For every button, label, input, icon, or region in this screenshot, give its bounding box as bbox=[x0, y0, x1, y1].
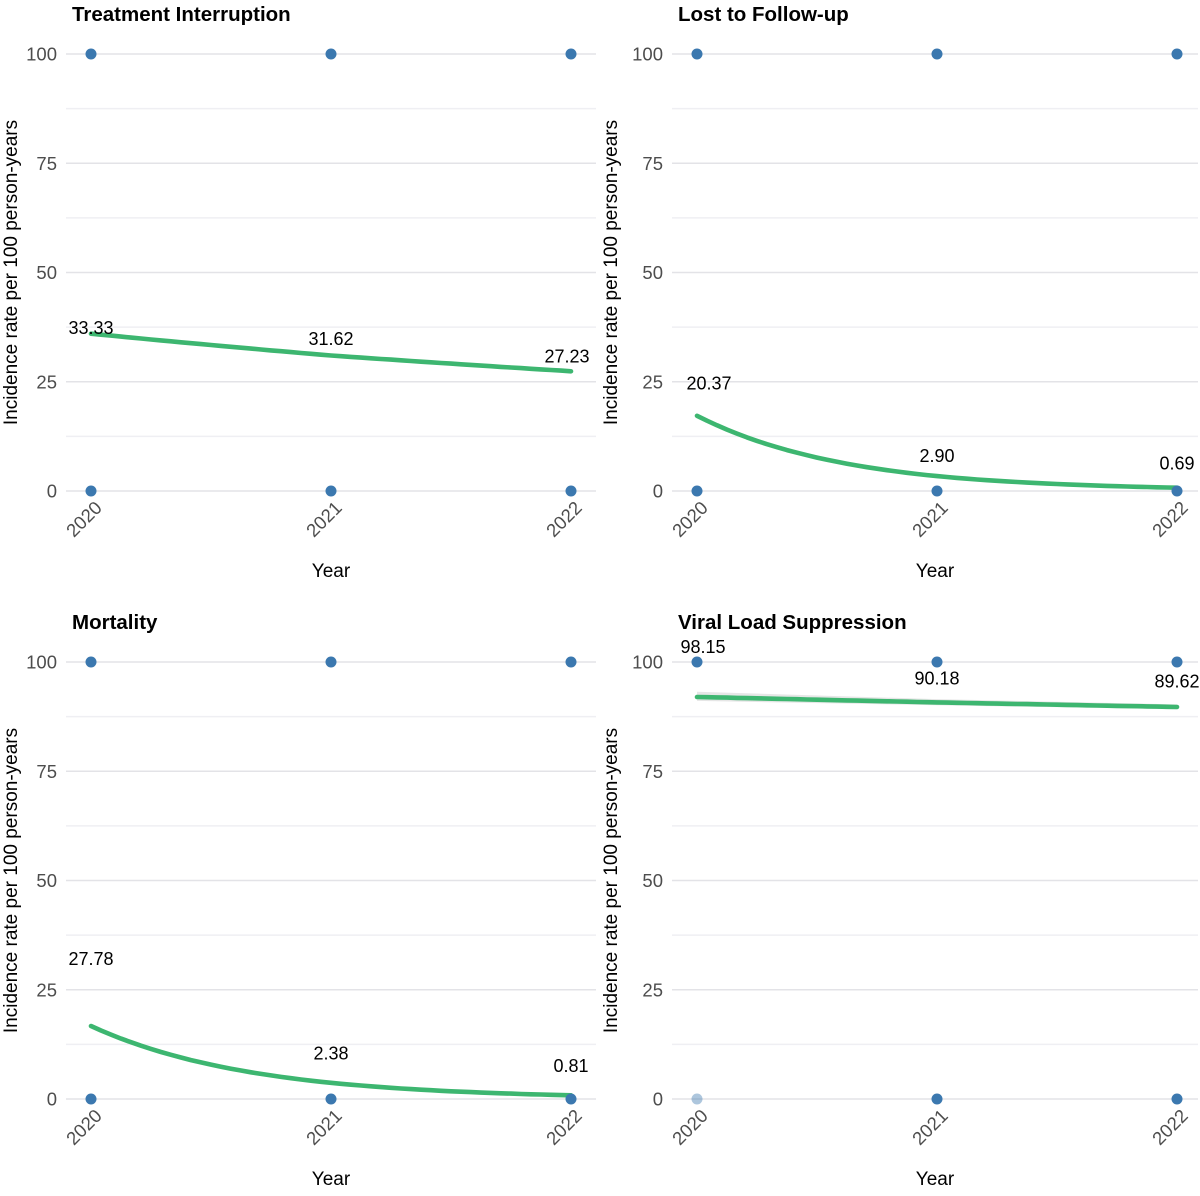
data-point bbox=[1171, 485, 1183, 497]
x-axis-title: Year bbox=[312, 1169, 351, 1190]
smooth-trend-line bbox=[694, 694, 1180, 710]
y-axis-title: Incidence rate per 100 person-years bbox=[601, 120, 622, 425]
chart-lost-to-follow-up: 20.37 2.90 0.69 0 25 50 75 100 2020 2021 2022 Incid… bbox=[601, 3, 1198, 582]
y-axis-tick-label: 100 bbox=[26, 652, 57, 673]
y-axis-tick-label: 75 bbox=[36, 761, 57, 782]
x-axis-tick-label: 2020 bbox=[668, 1105, 712, 1149]
y-axis-tick-label: 0 bbox=[653, 1089, 663, 1110]
value-label: 89.62 bbox=[1154, 672, 1199, 692]
panel-title: Mortality bbox=[72, 611, 158, 634]
data-point bbox=[1171, 1093, 1183, 1105]
y-axis-tick-label: 0 bbox=[47, 1089, 57, 1110]
y-axis-tick-label: 75 bbox=[642, 153, 663, 174]
smooth-trend-line bbox=[88, 331, 574, 374]
value-label: 2.90 bbox=[919, 446, 954, 466]
x-axis-title: Year bbox=[312, 561, 351, 582]
value-label: 0.81 bbox=[553, 1056, 588, 1076]
data-point bbox=[691, 48, 703, 60]
y-axis-tick-label: 50 bbox=[642, 870, 663, 891]
data-point bbox=[931, 48, 943, 60]
x-axis-tick-label: 2021 bbox=[908, 1105, 952, 1149]
data-point bbox=[565, 485, 577, 497]
chart-treatment-interruption: 33.33 31.62 27.23 0 25 50 75 100 2020 2021 2022 Inc… bbox=[1, 3, 596, 582]
data-point bbox=[691, 485, 703, 497]
data-point bbox=[931, 656, 943, 668]
smooth-trend-line bbox=[88, 1023, 574, 1098]
smooth-trend-line bbox=[694, 413, 1180, 490]
panel-title: Viral Load Suppression bbox=[678, 611, 907, 634]
value-label: 0.69 bbox=[1159, 453, 1194, 473]
panel-lost-to-follow-up: 20.37 2.90 0.69 0 25 50 75 100 2020 2021 2022 Incid… bbox=[600, 0, 1200, 598]
data-point bbox=[565, 48, 577, 60]
x-axis-title: Year bbox=[916, 1169, 955, 1190]
y-axis-tick-label: 100 bbox=[632, 44, 663, 65]
data-point bbox=[325, 485, 337, 497]
y-axis-tick-label: 25 bbox=[642, 979, 663, 1000]
y-axis-tick-label: 25 bbox=[36, 979, 57, 1000]
y-axis-title: Incidence rate per 100 person-years bbox=[601, 728, 622, 1033]
data-point bbox=[85, 48, 97, 60]
chart-viral-load-suppression: 98.15 90.18 89.62 0 25 50 75 100 2020 2021 2022 Inc… bbox=[601, 611, 1200, 1190]
panel-title: Treatment Interruption bbox=[72, 3, 291, 26]
data-point bbox=[85, 485, 97, 497]
y-axis-title: Incidence rate per 100 person-years bbox=[1, 728, 22, 1033]
data-point bbox=[325, 656, 337, 668]
x-axis-tick-label: 2020 bbox=[668, 497, 712, 541]
x-axis-tick-label: 2020 bbox=[62, 497, 106, 541]
x-axis-tick-label: 2022 bbox=[542, 497, 586, 541]
x-axis-tick-label: 2021 bbox=[908, 497, 952, 541]
data-point bbox=[325, 1093, 337, 1105]
data-point bbox=[565, 656, 577, 668]
data-point bbox=[931, 1093, 943, 1105]
y-axis-tick-label: 100 bbox=[26, 44, 57, 65]
panel-treatment-interruption: 33.33 31.62 27.23 0 25 50 75 100 2020 2021 2022 Inc… bbox=[0, 0, 600, 598]
y-axis-tick-label: 75 bbox=[642, 761, 663, 782]
x-axis-tick-label: 2022 bbox=[1148, 1105, 1192, 1149]
data-point bbox=[85, 1093, 97, 1105]
data-point bbox=[565, 1093, 577, 1105]
data-point bbox=[691, 656, 703, 668]
chart-mortality: 27.78 2.38 0.81 0 25 50 75 100 2020 2021 2022 Incid… bbox=[1, 611, 596, 1190]
data-point bbox=[691, 1093, 703, 1105]
data-point bbox=[931, 485, 943, 497]
x-axis-tick-label: 2020 bbox=[62, 1105, 106, 1149]
data-point bbox=[85, 656, 97, 668]
value-label: 2.38 bbox=[313, 1044, 348, 1064]
value-label: 98.15 bbox=[680, 637, 725, 657]
data-point bbox=[325, 48, 337, 60]
y-axis-tick-label: 0 bbox=[653, 481, 663, 502]
data-point bbox=[1171, 48, 1183, 60]
x-axis-tick-label: 2022 bbox=[542, 1105, 586, 1149]
x-axis-tick-label: 2022 bbox=[1148, 497, 1192, 541]
panel-mortality: 27.78 2.38 0.81 0 25 50 75 100 2020 2021 2022 Incid… bbox=[0, 598, 600, 1196]
value-label: 27.78 bbox=[68, 949, 113, 969]
value-label: 90.18 bbox=[914, 669, 959, 689]
value-label: 33.33 bbox=[68, 318, 113, 338]
x-axis-tick-label: 2021 bbox=[302, 1105, 346, 1149]
y-axis-title: Incidence rate per 100 person-years bbox=[1, 120, 22, 425]
value-label: 31.62 bbox=[308, 329, 353, 349]
panel-title: Lost to Follow-up bbox=[678, 3, 849, 26]
x-axis-tick-label: 2021 bbox=[302, 497, 346, 541]
y-axis-tick-label: 0 bbox=[47, 481, 57, 502]
y-axis-tick-label: 50 bbox=[36, 262, 57, 283]
y-axis-tick-label: 25 bbox=[36, 371, 57, 392]
data-point bbox=[1171, 656, 1183, 668]
y-axis-tick-label: 25 bbox=[642, 371, 663, 392]
value-label: 27.23 bbox=[544, 346, 589, 366]
y-axis-tick-label: 50 bbox=[642, 262, 663, 283]
y-axis-tick-label: 75 bbox=[36, 153, 57, 174]
y-axis-tick-label: 100 bbox=[632, 652, 663, 673]
y-axis-tick-label: 50 bbox=[36, 870, 57, 891]
panel-viral-load-suppression: 98.15 90.18 89.62 0 25 50 75 100 2020 2021 2022 Inc… bbox=[600, 598, 1200, 1196]
value-label: 20.37 bbox=[686, 373, 731, 393]
x-axis-title: Year bbox=[916, 561, 955, 582]
